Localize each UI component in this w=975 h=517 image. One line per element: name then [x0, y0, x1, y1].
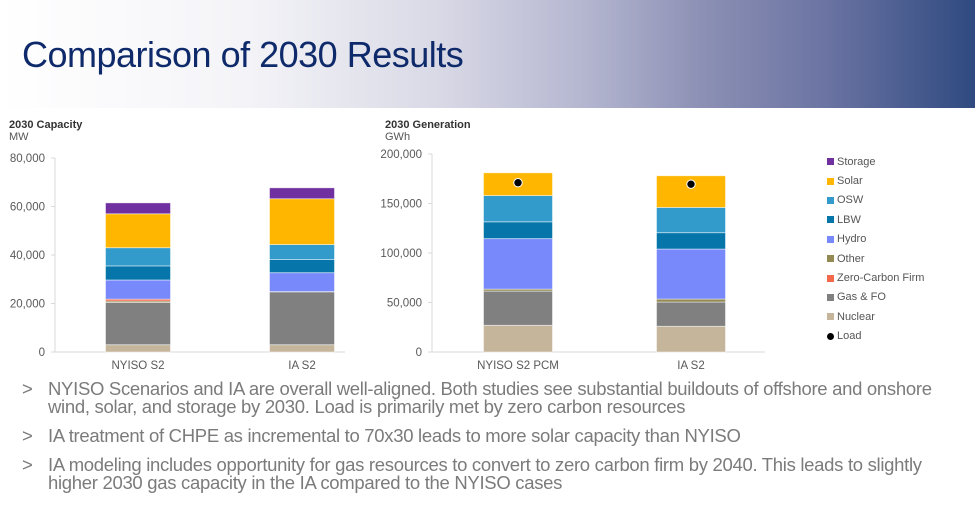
capacity-bar-segment-solar [105, 213, 171, 249]
generation-bar-segment-nuclear [656, 325, 726, 353]
slide-header: Comparison of 2030 Results [0, 0, 975, 108]
capacity-y-tick-label: 60,000 [10, 202, 45, 214]
capacity-bar-segment-osw [105, 247, 171, 267]
generation-y-tick-label: 100,000 [380, 248, 422, 260]
capacity-y-tick-label: 20,000 [10, 299, 45, 311]
bullet-item: > NYISO Scenarios and IA are overall well… [22, 378, 967, 417]
slide-title: Comparison of 2030 Results [22, 34, 464, 75]
bullet-marker-icon: > [22, 454, 33, 475]
legend-item-solar: Solar [827, 171, 924, 190]
capacity-bar-segment-storage [269, 187, 335, 200]
legend-item-load: Load [827, 327, 924, 346]
generation-y-tick-label: 200,000 [380, 149, 422, 161]
generation-load-marker [513, 178, 523, 188]
legend-label: Storage [837, 155, 876, 168]
capacity-chart-title: 2030 Capacity [9, 119, 83, 131]
bullet-item: > IA treatment of CHPE as incremental to … [22, 425, 967, 446]
legend-label: LBW [837, 213, 861, 226]
generation-bar-segment-nuclear [483, 324, 553, 353]
charts-canvas: 0 20,000 40,000 60,000 80,000 NYISO S2 IA S2 0 5… [10, 149, 765, 372]
legend-item-hydro: Hydro [827, 230, 924, 249]
legend-swatch-icon [827, 216, 834, 224]
generation-bar-segment-other [656, 298, 726, 303]
generation-y-tick-label: 150,000 [380, 199, 422, 211]
generation-bar-segment-osw [483, 195, 553, 223]
capacity-bar-segment-nuclear [269, 344, 335, 353]
capacity-bar-segment-storage [105, 202, 171, 215]
legend-label: Zero-Carbon Firm [837, 272, 925, 285]
generation-bar-segment-hydro [483, 238, 553, 290]
generation-load-marker [686, 179, 696, 189]
capacity-bar-segment-lbw [269, 259, 335, 274]
bullet-text: IA modeling includes opportunity for gas… [48, 454, 922, 493]
generation-x-tick-label: NYISO S2 PCM [477, 360, 559, 372]
legend-label: Solar [837, 175, 863, 188]
legend-label: Other [837, 252, 865, 265]
legend-label: Nuclear [837, 310, 875, 323]
legend-swatch-icon [827, 293, 834, 301]
legend-item-osw: OSW [827, 191, 924, 210]
legend-swatch-icon [827, 313, 834, 321]
legend-label: Gas & FO [837, 291, 886, 304]
generation-bar-segment-gas-fo [656, 301, 726, 327]
legend-dot-icon [827, 332, 834, 340]
bullet-list: > NYISO Scenarios and IA are overall well… [22, 378, 967, 503]
legend-item-gas-fo: Gas & FO [827, 288, 924, 307]
capacity-bar-segment-gas-fo [269, 291, 335, 346]
capacity-x-tick-label: IA S2 [288, 360, 316, 372]
generation-bar-segment-hydro [656, 248, 726, 300]
legend-swatch-icon [827, 255, 834, 263]
legend-swatch-icon [827, 235, 834, 243]
generation-y-tick-label: 0 [416, 347, 422, 359]
chart-legend: Storage Solar OSW LBW Hydro Other Zero-Carbon … [827, 152, 924, 346]
capacity-chart-unit: MW [9, 131, 29, 143]
capacity-bar-segment-hydro [105, 279, 171, 300]
capacity-x-tick-label: NYISO S2 [111, 360, 164, 372]
generation-bar-segment-lbw [483, 221, 553, 240]
generation-y-tick-label: 50,000 [387, 298, 422, 310]
legend-label: OSW [837, 194, 864, 207]
bullet-text: IA treatment of CHPE as incremental to 7… [48, 425, 741, 446]
legend-swatch-icon [827, 177, 834, 185]
legend-label: Hydro [837, 233, 867, 246]
generation-chart-unit: GWh [385, 131, 411, 143]
capacity-y-tick-label: 0 [39, 347, 45, 359]
generation-bar-segment-lbw [656, 232, 726, 250]
bullet-marker-icon: > [22, 425, 33, 446]
capacity-bar-segment-hydro [269, 272, 335, 293]
bullet-item: > IA modeling includes opportunity for ga… [22, 454, 967, 493]
capacity-y-tick-label: 40,000 [10, 250, 45, 262]
legend-item-lbw: LBW [827, 210, 924, 229]
generation-bar-segment-gas-fo [483, 290, 553, 326]
legend-label: Load [837, 330, 862, 343]
legend-item-other: Other [827, 249, 924, 268]
legend-item-nuclear: Nuclear [827, 307, 924, 326]
capacity-bar-segment-solar [269, 198, 335, 245]
capacity-y-tick-label: 80,000 [10, 153, 45, 165]
generation-chart-title: 2030 Generation [385, 119, 471, 131]
capacity-bar-segment-lbw [105, 265, 171, 281]
generation-x-tick-label: IA S2 [677, 360, 705, 372]
capacity-bar-segment-gas-fo [105, 302, 171, 346]
legend-item-storage: Storage [827, 152, 924, 171]
bullet-text: NYISO Scenarios and IA are overall well-… [48, 378, 932, 417]
bullet-marker-icon: > [22, 378, 33, 399]
generation-bar-segment-osw [656, 207, 726, 234]
legend-swatch-icon [827, 158, 834, 166]
legend-swatch-icon [827, 196, 834, 204]
legend-item-zero-carbon-firm: Zero-Carbon Firm [827, 268, 924, 287]
legend-swatch-icon [827, 274, 834, 282]
capacity-bar-segment-nuclear [105, 344, 171, 353]
capacity-bar-segment-osw [269, 244, 335, 261]
